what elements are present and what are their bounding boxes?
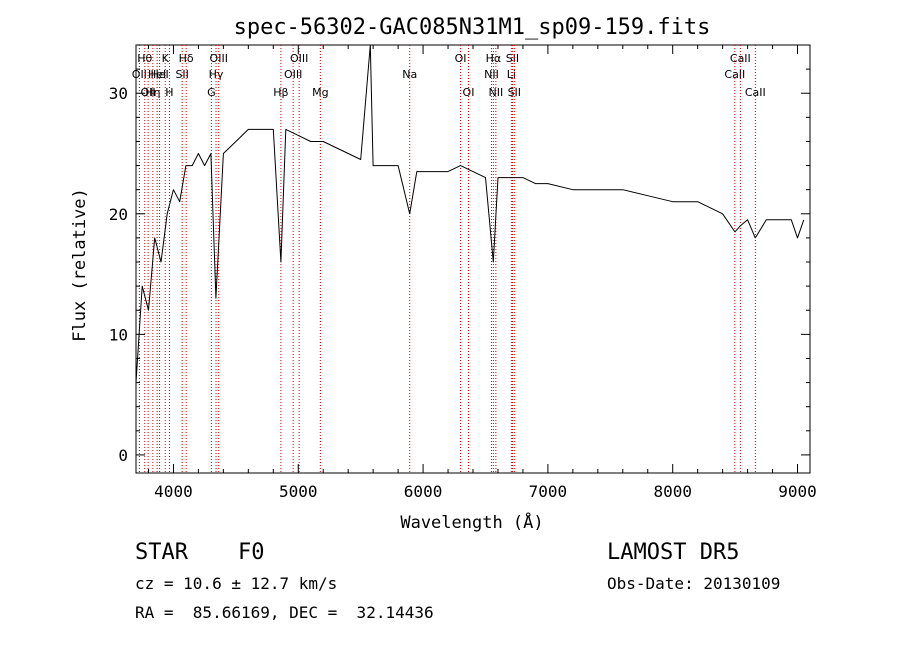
line-marker-label: OIII <box>290 52 308 65</box>
x-tick-label: 7000 <box>529 482 568 501</box>
object-class-label: STAR <box>135 540 188 565</box>
line-marker-label: CaII <box>730 52 751 65</box>
redshift-text: cz = 10.6 ± 12.7 km/s <box>135 574 338 593</box>
x-axis-label: Wavelength (Å) <box>400 511 543 533</box>
line-marker-label: HeI <box>148 68 166 81</box>
y-tick-label: 10 <box>109 325 128 344</box>
spectrum-line <box>135 44 805 383</box>
line-marker-label: SII <box>506 52 519 65</box>
plot-frame <box>135 44 811 474</box>
y-tick-label: 20 <box>109 205 128 224</box>
y-axis-label: Flux (relative) <box>70 188 90 342</box>
line-marker-label: Hη <box>145 86 160 99</box>
line-marker-label: H <box>165 86 173 99</box>
line-marker-label: NII <box>484 68 499 81</box>
line-marker-label: Hθ <box>137 52 152 65</box>
subclass-label: F0 <box>238 540 265 565</box>
line-marker-label: OIII <box>210 52 228 65</box>
x-tick-label: 9000 <box>778 482 817 501</box>
y-tick-label: 30 <box>109 84 128 103</box>
line-marker-label: Hβ <box>273 86 288 99</box>
line-marker-label: Hδ <box>179 52 194 65</box>
line-marker-label: Li <box>507 68 516 81</box>
line-marker-label: G <box>207 86 216 99</box>
line-marker-label: Na <box>402 68 417 81</box>
line-marker-label: NII <box>488 86 503 99</box>
x-tick-label: 4000 <box>154 482 193 501</box>
survey-label: LAMOST DR5 <box>607 540 740 565</box>
line-marker-label: OII <box>141 86 156 99</box>
line-markers: OIIHθOIIHηHeIHeIKHSIIHδGHγOIIIHβOIIIOIII… <box>132 45 766 473</box>
x-tick-label: 5000 <box>279 482 318 501</box>
x-tick-label: 6000 <box>404 482 443 501</box>
spectrum-series <box>135 44 805 383</box>
coordinates-text: RA = 85.66169, DEC = 32.14436 <box>135 603 434 622</box>
line-marker-label: Hα <box>486 52 502 65</box>
line-marker-label: HeI <box>150 68 168 81</box>
axis-ticks: 4000 5000 6000 7000 8000 9000 0 10 20 30 <box>109 45 817 501</box>
y-tick-label: 0 <box>118 446 128 465</box>
line-marker-label: CaII <box>745 86 766 99</box>
line-marker-label: Mg <box>312 86 328 99</box>
x-tick-label: 8000 <box>653 482 692 501</box>
line-marker-label: OIII <box>284 68 302 81</box>
line-marker-label: OII <box>132 68 147 81</box>
line-marker-label: OI <box>455 52 467 65</box>
line-marker-label: K <box>162 52 170 65</box>
line-marker-label: OI <box>463 86 475 99</box>
obs-date-text: Obs-Date: 20130109 <box>607 574 781 593</box>
line-marker-label: SII <box>508 86 521 99</box>
line-marker-label: CaII <box>724 68 745 81</box>
chart-title: spec-56302-GAC085N31M1_sp09-159.fits <box>234 15 711 40</box>
line-marker-label: SII <box>175 68 188 81</box>
line-marker-label: Hγ <box>209 68 224 81</box>
